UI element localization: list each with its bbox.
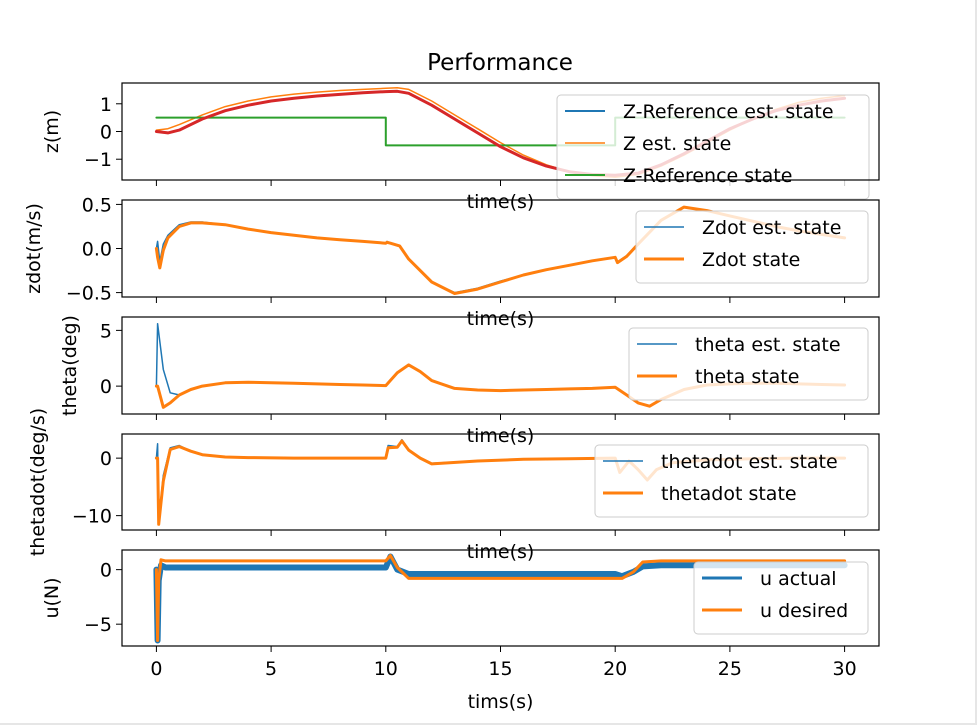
subplot-z: 1 0 −1 time(s) z(m) Z-Reference est. state Z e… xyxy=(41,82,880,213)
legend-entry: theta state xyxy=(695,366,799,388)
y-tick-label: 5 xyxy=(100,320,112,342)
y-axis-label: u(N) xyxy=(41,577,63,618)
axes-frame xyxy=(121,199,880,298)
y-tick-label: −5 xyxy=(84,614,112,636)
legend-entry: Z-Reference est. state xyxy=(623,101,834,123)
y-tick-label: 0.5 xyxy=(82,194,112,216)
series-group xyxy=(154,205,847,295)
y-tick-label: 0.0 xyxy=(82,239,112,261)
x-axis-label: tims(s) xyxy=(468,691,534,713)
legend-box xyxy=(556,94,870,200)
legend-box xyxy=(628,327,869,401)
y-axis-label: theta(deg) xyxy=(59,315,81,416)
series-group xyxy=(153,553,848,644)
x-tick-label: 30 xyxy=(832,658,856,680)
x-axis-label: time(s) xyxy=(467,191,535,213)
subplot-u: 0 −5 0 5 10 15 20 25 30 tims(s) u(N) u actual u desi… xyxy=(41,549,880,713)
legend-box xyxy=(635,210,869,284)
axes-frame xyxy=(121,316,880,415)
legend-box xyxy=(594,444,869,518)
legend-box xyxy=(693,561,869,635)
legend-entry: thetadot est. state xyxy=(661,451,838,473)
subplot-thetadot: 0 −10 time(s) thetadot(deg/s) thetadot est. … xyxy=(27,408,880,563)
x-tick-label: 0 xyxy=(150,658,162,680)
y-tick-label: −1 xyxy=(84,149,112,171)
y-tick-label: −10 xyxy=(72,506,112,528)
x-axis-label: time(s) xyxy=(467,425,535,447)
y-tick-label: 1 xyxy=(100,94,112,116)
x-axis-label: time(s) xyxy=(467,308,535,330)
legend-z: Z-Reference est. state Z est. state Z-Refe… xyxy=(556,94,870,200)
legend-u: u actual u desired xyxy=(693,561,869,635)
legend-entry: theta est. state xyxy=(695,334,841,356)
x-tick-label: 20 xyxy=(603,658,627,680)
x-tick-label: 10 xyxy=(374,658,398,680)
x-axis-label: time(s) xyxy=(467,541,535,563)
y-axis-label: z(m) xyxy=(41,110,63,153)
legend-entry: u actual xyxy=(760,568,837,590)
x-tick-label: 25 xyxy=(718,658,742,680)
axes-frame xyxy=(121,549,880,647)
legend-theta: theta est. state theta state xyxy=(628,327,869,401)
x-tick-label: 15 xyxy=(488,658,512,680)
y-tick-label: −0.5 xyxy=(66,283,112,305)
legend-entry: Z-Reference state xyxy=(623,165,792,187)
subplot-zdot: 0.5 0.0 −0.5 time(s) zdot(m/s) Zdot est. stat… xyxy=(23,194,880,330)
series-line-zdot-1 xyxy=(154,205,847,295)
legend-entry: Zdot state xyxy=(702,249,800,271)
figure-title: Performance xyxy=(427,50,573,76)
x-tick-label: 5 xyxy=(265,658,277,680)
y-tick-label: 0 xyxy=(100,376,112,398)
y-tick-label: 0 xyxy=(100,560,112,582)
axes-frame xyxy=(121,433,880,531)
legend-entry: Zdot est. state xyxy=(702,217,841,239)
legend-zdot: Zdot est. state Zdot state xyxy=(635,210,869,284)
y-tick-label: 0 xyxy=(100,122,112,144)
axes-frame xyxy=(121,82,880,181)
y-tick-label: 0 xyxy=(100,448,112,470)
y-axis-label: thetadot(deg/s) xyxy=(27,408,49,556)
series-line-u-1 xyxy=(154,554,847,642)
legend-thetadot: thetadot est. state thetadot state xyxy=(594,444,869,518)
y-axis-label: zdot(m/s) xyxy=(23,203,45,294)
legend-entry: thetadot state xyxy=(661,483,797,505)
legend-entry: Z est. state xyxy=(623,133,731,155)
legend-entry: u desired xyxy=(760,600,848,622)
